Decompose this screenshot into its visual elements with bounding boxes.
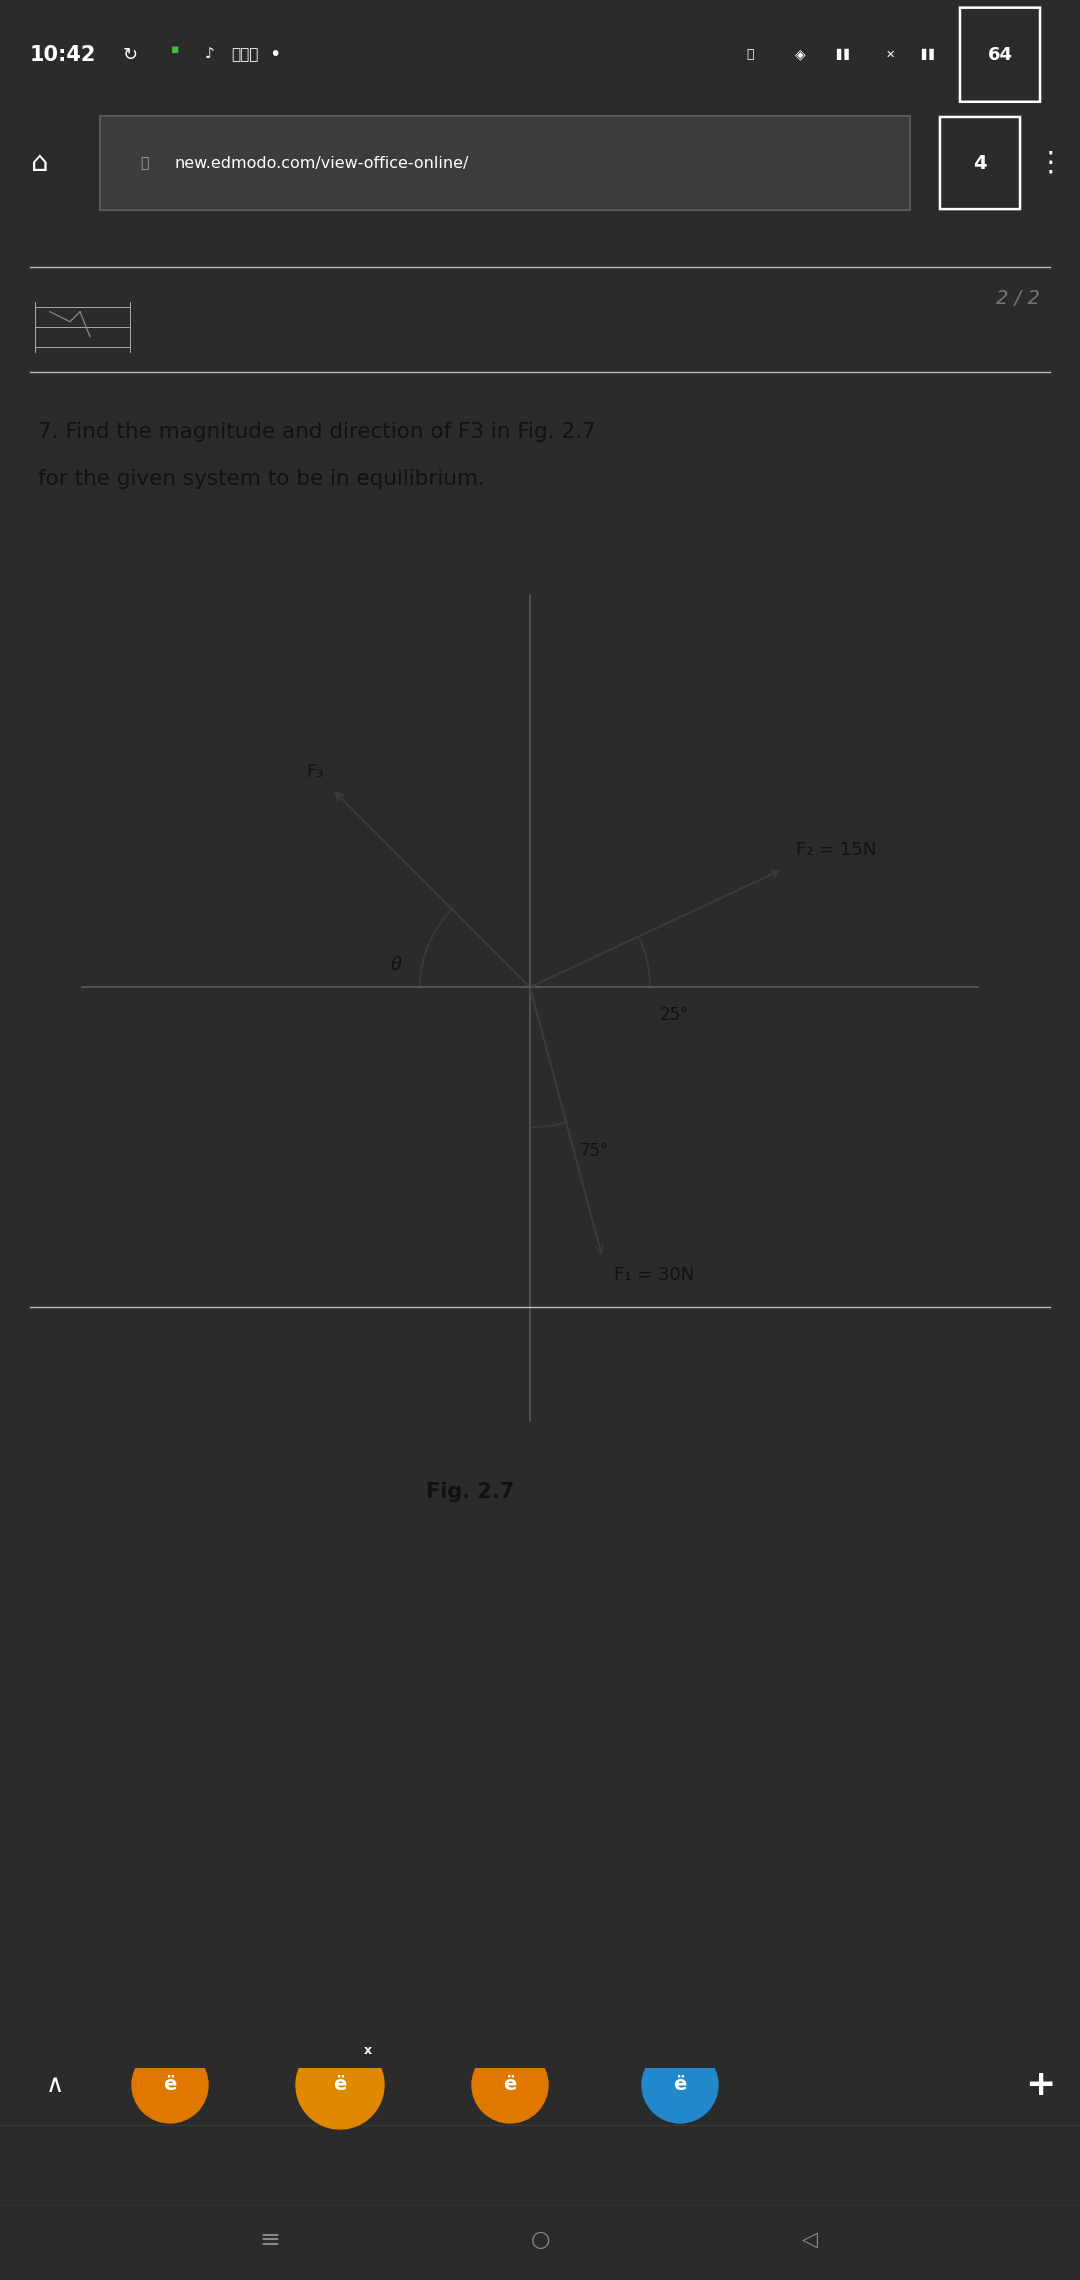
Text: ë: ë: [673, 2075, 687, 2095]
Text: 🔒: 🔒: [140, 155, 148, 171]
Text: ⌂: ⌂: [31, 148, 49, 178]
Text: ♪: ♪: [205, 48, 215, 62]
Text: 75°: 75°: [580, 1142, 609, 1161]
Circle shape: [642, 2047, 718, 2123]
Text: new.edmodo.com/view-office-online/: new.edmodo.com/view-office-online/: [175, 155, 470, 171]
Text: F₁ = 30N: F₁ = 30N: [615, 1265, 694, 1284]
Text: 64: 64: [987, 46, 1013, 64]
Text: 7. Find the magnitude and direction of F3 in Fig. 2.7: 7. Find the magnitude and direction of F…: [38, 422, 596, 442]
Circle shape: [132, 2047, 208, 2123]
Circle shape: [302, 2047, 378, 2123]
Text: ▌▌: ▌▌: [921, 50, 939, 59]
Text: θ: θ: [391, 955, 402, 974]
Text: ↻: ↻: [122, 46, 137, 64]
Text: 2 / 2: 2 / 2: [996, 290, 1040, 308]
Text: ≡: ≡: [259, 2228, 281, 2253]
Text: ë: ë: [163, 2075, 177, 2095]
Circle shape: [296, 2041, 384, 2130]
Text: F₃: F₃: [307, 764, 324, 782]
Text: +: +: [1025, 2068, 1055, 2102]
Text: F₂ = 15N: F₂ = 15N: [796, 841, 876, 860]
Text: ○: ○: [530, 2230, 550, 2250]
Text: •: •: [269, 46, 281, 64]
Text: 🔔: 🔔: [746, 48, 754, 62]
Text: x: x: [364, 2045, 373, 2057]
Text: 𝅘𝅥𝅮: 𝅘𝅥𝅮: [231, 48, 259, 62]
Text: ◁: ◁: [802, 2230, 818, 2250]
Text: ë: ë: [334, 2075, 347, 2095]
Text: ⋮: ⋮: [1036, 148, 1064, 178]
Text: ▪: ▪: [171, 43, 179, 55]
Text: ▌▌: ▌▌: [837, 50, 853, 59]
FancyBboxPatch shape: [100, 116, 910, 210]
Text: ✕: ✕: [886, 50, 894, 59]
Circle shape: [472, 2047, 548, 2123]
Text: 4: 4: [973, 153, 987, 173]
Text: ë: ë: [503, 2075, 516, 2095]
Text: 25°: 25°: [660, 1005, 689, 1024]
Text: ∧: ∧: [45, 2073, 64, 2098]
Text: for the given system to be in equilibrium.: for the given system to be in equilibriu…: [38, 470, 485, 488]
Text: 10:42: 10:42: [30, 46, 96, 64]
Text: ◈: ◈: [795, 48, 806, 62]
Text: Fig. 2.7: Fig. 2.7: [426, 1482, 514, 1503]
